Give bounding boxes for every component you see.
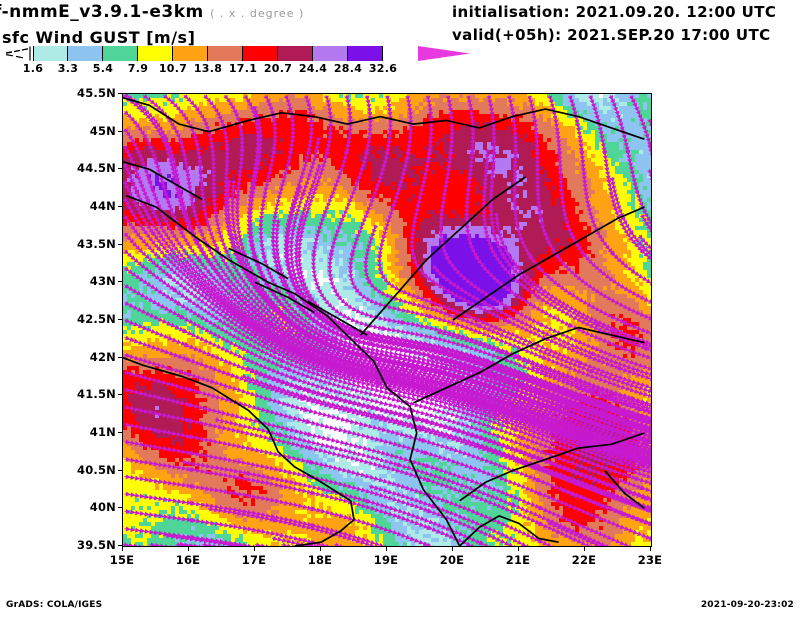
colorbar-band-6 (243, 46, 278, 61)
y-axis-tick-label-9: 44N (89, 199, 116, 213)
x-axis-tick-label-7: 22E (571, 553, 597, 567)
colorbar-tick-2: 5.4 (92, 62, 114, 75)
x-axis-tick-label-1: 16E (175, 553, 201, 567)
y-axis-tick-mark-3 (118, 432, 123, 433)
x-axis-tick-label-0: 15E (109, 553, 135, 567)
colorbar-tick-5: 13.8 (193, 62, 223, 75)
x-axis-tick-mark-5 (452, 546, 453, 551)
model-resolution-subtitle: ( . x . degree ) (210, 7, 305, 20)
colorbar-band-7 (278, 46, 313, 61)
x-axis-tick-label-4: 19E (373, 553, 399, 567)
y-axis-tick-label-10: 44.5N (77, 161, 116, 176)
colorbar-tick-8: 24.4 (298, 62, 328, 75)
x-axis-tick-label-8: 23E (637, 553, 663, 567)
x-axis-tick-mark-1 (188, 546, 189, 551)
footer-timestamp: 2021-09-20-23:02 (700, 600, 794, 610)
y-axis-tick-mark-7 (118, 281, 123, 283)
colorbar-band-9 (348, 46, 383, 61)
colorbar-band-2 (103, 46, 138, 61)
colorbar-band-4 (173, 46, 208, 61)
colorbar-tick-10: 32.6 (368, 62, 398, 75)
y-axis-tick-label-1: 40N (89, 500, 116, 515)
x-axis-tick-label-6: 21E (505, 553, 531, 567)
y-axis-tick-label-3: 41N (89, 425, 116, 439)
y-axis-tick-label-0: 39.5N (77, 538, 116, 552)
colorbar-band-0 (33, 46, 68, 61)
x-axis-tick-mark-6 (518, 546, 519, 551)
y-axis-tick-label-5: 42N (89, 349, 116, 364)
y-axis-tick-label-6: 42.5N (77, 312, 116, 326)
x-axis-tick-mark-8 (650, 546, 651, 551)
colorbar-band-3 (138, 46, 173, 61)
initialisation-time: initialisation: 2021.09.20. 12:00 UTC (452, 3, 777, 21)
colorbar-high-open-end-icon (418, 46, 470, 61)
y-axis-tick-label-8: 43.5N (77, 236, 116, 251)
y-axis-tick-mark-12 (118, 93, 123, 94)
y-axis-tick-mark-11 (118, 130, 123, 132)
colorbar-band-5 (208, 46, 243, 61)
y-axis-tick-mark-9 (118, 206, 123, 207)
y-axis-tick-mark-10 (118, 168, 123, 170)
weather-map-plot[interactable] (122, 93, 652, 547)
colorbar-low-open-end-icon (4, 46, 32, 61)
colorbar-band-8 (313, 46, 348, 61)
y-axis-tick-label-7: 43N (89, 274, 116, 289)
x-axis-tick-mark-0 (122, 546, 123, 551)
colorbar-band-1 (68, 46, 103, 61)
footer-attribution: GrADS: COLA/IGES (6, 600, 103, 610)
y-axis-tick-label-2: 40.5N (77, 462, 116, 477)
colorbar-tick-0: 1.6 (22, 62, 44, 75)
colorbar-tick-9: 28.4 (333, 62, 363, 75)
y-axis-tick-label-11: 45N (89, 123, 116, 138)
x-axis-tick-label-5: 20E (439, 553, 465, 567)
y-axis-tick-mark-1 (118, 507, 123, 509)
y-axis-tick-label-4: 41.5N (77, 387, 116, 402)
model-title: f-nmmE_v3.9.1-e3km ( . x . degree ) (0, 2, 304, 22)
y-axis-tick-label-12: 45.5N (77, 86, 116, 100)
y-axis-tick-mark-2 (118, 469, 123, 471)
x-axis-tick-mark-4 (386, 546, 387, 551)
y-axis-tick-mark-8 (118, 243, 123, 245)
colorbar-tick-3: 7.9 (127, 62, 149, 75)
colorbar-tick-4: 10.7 (158, 62, 188, 75)
x-axis-tick-mark-7 (584, 546, 585, 551)
colorbar-tick-1: 3.3 (57, 62, 79, 75)
colorbar: 1.6 3.3 5.4 7.9 10.7 13.8 17.1 20.7 24.4 28.4 32.6 (0, 44, 470, 75)
x-axis-tick-mark-3 (320, 546, 321, 551)
y-axis-tick-mark-0 (118, 545, 123, 546)
valid-time: valid(+05h): 2021.SEP.20 17:00 UTC (452, 26, 771, 44)
x-axis-tick-mark-2 (254, 546, 255, 551)
y-axis-tick-mark-4 (118, 394, 123, 396)
field-title: sfc Wind GUST [m/s] (2, 28, 196, 47)
x-axis-tick-label-3: 18E (307, 553, 333, 567)
colorbar-tick-6: 17.1 (228, 62, 258, 75)
gust-field-and-streamlines (123, 94, 651, 546)
colorbar-tick-7: 20.7 (263, 62, 293, 75)
colorbar-bands (33, 46, 383, 61)
y-axis-tick-mark-6 (118, 319, 123, 320)
model-title-text: f-nmmE_v3.9.1-e3km (0, 2, 204, 22)
y-axis-tick-mark-5 (118, 356, 123, 358)
x-axis-tick-label-2: 17E (241, 553, 267, 567)
